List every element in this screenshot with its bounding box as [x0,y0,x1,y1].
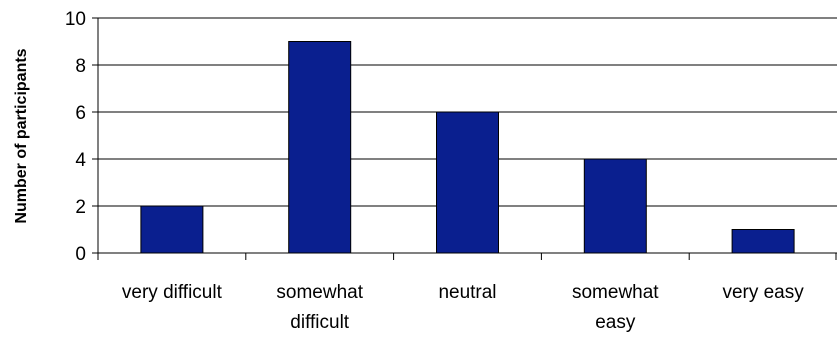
bars [140,41,795,254]
x-category-label: very easy [722,282,804,303]
bar [583,158,647,254]
y-tick-label: 2 [75,197,86,218]
y-axis-title: Number of participants [13,48,30,223]
bar [288,41,352,254]
x-category-label: somewhat difficult [276,282,363,333]
y-tick-label: 6 [75,103,86,124]
y-tick-label: 8 [75,56,86,77]
y-tick-label: 4 [75,150,86,171]
y-tick-labels: 0 2 4 6 8 10 [65,9,87,265]
axes [92,17,837,260]
x-category-label: somewhat easy [572,282,659,333]
x-category-label: neutral [438,282,496,303]
x-category-label: very difficult [122,282,223,303]
x-category-labels: very difficult somewhat difficult neutral so… [122,282,804,333]
bar [140,205,204,254]
bar [436,111,499,254]
bar [731,229,795,254]
y-tick-label: 10 [65,9,86,30]
y-tick-label: 0 [75,244,86,265]
